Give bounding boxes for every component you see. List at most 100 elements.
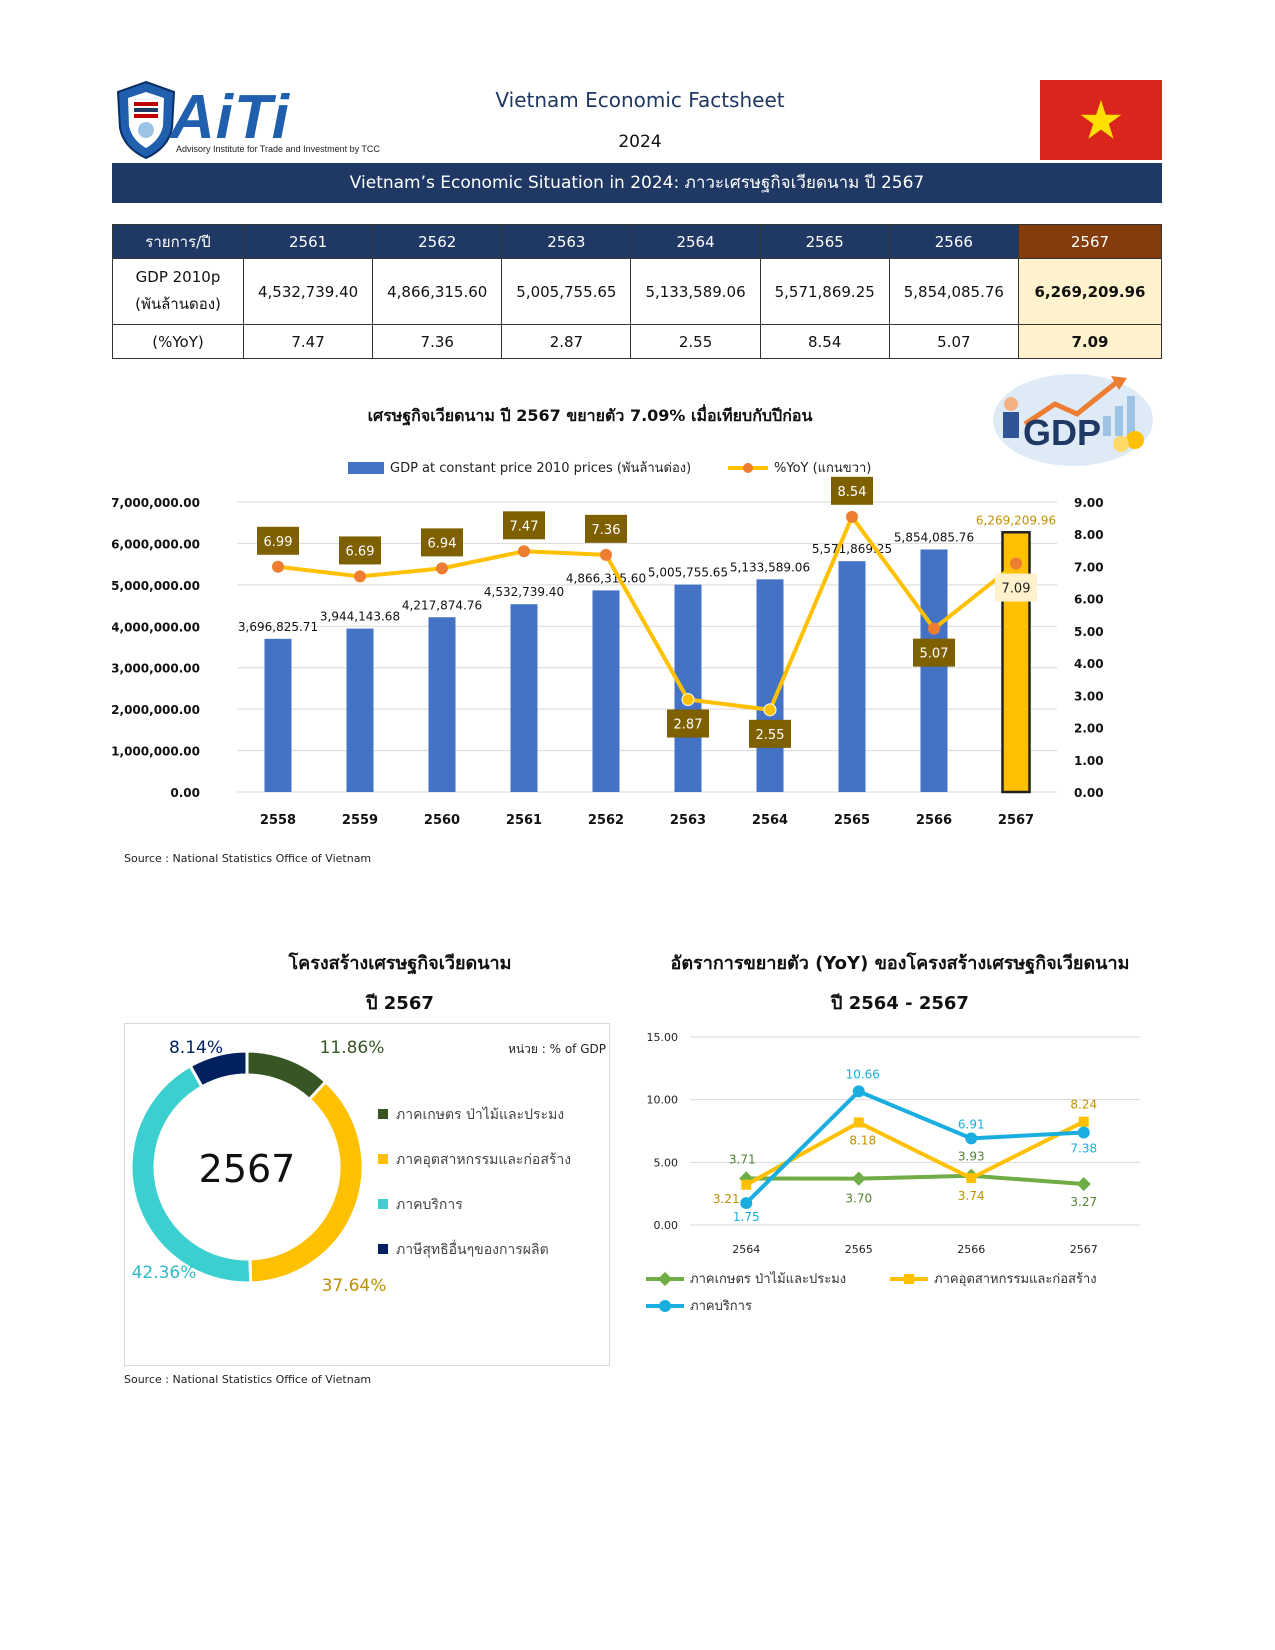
line-title-line2: ปี 2564 - 2567	[831, 993, 969, 1014]
yoy-point	[928, 622, 940, 635]
y-right-tick-label: 4.00	[1074, 657, 1104, 671]
aiti-logo	[112, 78, 372, 160]
table-row-gdp: GDP 2010p (พันล้านดอง) 4,532,739.40 4,86…	[112, 258, 1163, 325]
legend-label-gdp: GDP at constant price 2010 prices (พันล้…	[390, 461, 691, 476]
y-left-tick-label: 3,000,000.00	[112, 662, 200, 676]
gdp-combo-chart: GDP at constant price 2010 prices (พันล้…	[112, 461, 1104, 828]
table-corner-cell: รายการ/ปี	[112, 224, 244, 259]
bar-value-label: 4,217,874.76	[402, 598, 482, 612]
legend-label: ภาคอุตสาหกรรมและก่อสร้าง	[396, 1152, 571, 1168]
y-right-tick-label: 0.00	[1074, 786, 1104, 800]
y-left-tick-label: 6,000,000.00	[112, 537, 200, 551]
yoy-value-label: 7.09	[1002, 582, 1031, 597]
series-value-label: 3.21	[713, 1192, 740, 1206]
document-title: Vietnam Economic Factsheet	[495, 88, 785, 112]
slice-value-label: 37.64%	[322, 1276, 387, 1296]
year-header-cell: 2563	[501, 224, 632, 259]
series-point	[740, 1197, 753, 1210]
series-value-label: 8.24	[1070, 1098, 1097, 1112]
year-header-cell: 2561	[242, 224, 374, 259]
yoy-point	[763, 703, 777, 717]
bar-value-label: 3,944,143.68	[320, 610, 400, 624]
sector-growth-line-chart: 0.00 5.00 10.00 15.00 2564 2565 2566 2567 3.71 3.…	[646, 1031, 1140, 1314]
yoy-point	[518, 545, 530, 558]
yoy-value-label: 8.54	[838, 485, 867, 500]
source-note: Source : National Statistics Office of V…	[124, 1373, 372, 1386]
gdp-cell: 5,854,085.76	[888, 258, 1019, 325]
y-left-tick-label: 2,000,000.00	[112, 703, 200, 717]
main-chart-title: เศรษฐกิจเวียดนาม ปี 2567 ขยายตัว 7.09% เ…	[367, 406, 813, 425]
legend-label: ภาคอุตสาหกรรมและก่อสร้าง	[934, 1272, 1097, 1287]
yoy-cell: 7.36	[372, 324, 503, 359]
yoy-line	[277, 514, 1018, 712]
series-value-label: 3.71	[729, 1153, 756, 1167]
series-point	[1077, 1126, 1090, 1139]
yoy-label-box	[913, 638, 955, 667]
line-title-line1: อัตราการขยายตัว (YoY) ของโครงสร้างเศรษฐก…	[670, 953, 1130, 974]
yoy-label-box	[585, 514, 627, 543]
y-right-tick-label: 2.00	[1074, 722, 1104, 736]
logo-tagline: Advisory Institute for Trade and Investm…	[176, 144, 380, 154]
legend-label: ภาคเกษตร ป่าไม้และประมง	[396, 1106, 564, 1123]
bar-gdp	[510, 604, 538, 792]
series-point	[965, 1132, 978, 1145]
gdp-growth-illustration: GDP	[985, 368, 1160, 468]
series-point	[851, 1171, 866, 1186]
gdp-cell: 4,532,739.40	[242, 258, 374, 325]
y-tick-label: 5.00	[654, 1156, 679, 1169]
y-right-tick-label: 8.00	[1074, 528, 1104, 542]
gdp-cell: 5,571,869.25	[759, 258, 890, 325]
yoy-point	[1010, 557, 1022, 570]
yoy-cell: 2.55	[630, 324, 761, 359]
y-left-tick-label: 4,000,000.00	[112, 620, 200, 634]
x-tick-label: 2559	[342, 813, 378, 828]
x-tick-label: 2561	[506, 813, 542, 828]
gdp-growth-icon	[993, 374, 1153, 466]
y-left-tick-label: 0.00	[170, 786, 200, 800]
series-line	[745, 1119, 1085, 1187]
gridlines	[237, 501, 1057, 793]
donut-center-label: 2567	[199, 1147, 296, 1191]
legend-swatch	[378, 1199, 388, 1209]
donut-slice	[245, 1049, 328, 1102]
yoy-value-label: 6.99	[264, 535, 293, 550]
yoy-label-box	[749, 719, 791, 748]
yoy-label-box	[995, 573, 1037, 602]
yoy-point	[846, 510, 858, 523]
legend-marker	[657, 1271, 673, 1287]
legend-marker-yoy	[743, 463, 753, 473]
y-right-tick-label: 1.00	[1074, 754, 1104, 768]
donut-slice	[188, 1049, 249, 1089]
y-right-tick-label: 7.00	[1074, 560, 1104, 574]
pie-chart-title: โครงสร้างเศรษฐกิจเวียดนาม ปี 2567	[200, 944, 600, 1024]
yoy-value-label: 2.87	[674, 718, 703, 733]
pie-title-line2: ปี 2567	[366, 993, 434, 1014]
legend-label: ภาคเกษตร ป่าไม้และประมง	[690, 1271, 846, 1287]
gdp-cell: 5,005,755.65	[501, 258, 632, 325]
series-line	[746, 1173, 1084, 1187]
y-right-tick-label: 9.00	[1074, 496, 1104, 510]
row-label-gdp-line2: (พันล้านดอง)	[135, 294, 221, 313]
yoy-cell: 7.47	[242, 324, 374, 359]
series-point	[1078, 1116, 1089, 1127]
table-row-yoy: (%YoY) 7.47 7.36 2.87 2.55 8.54 5.07 7.0…	[112, 324, 1163, 359]
yoy-value-label: 5.07	[920, 647, 949, 662]
section-banner: Vietnam’s Economic Situation in 2024: ภา…	[112, 163, 1162, 203]
yoy-point	[681, 693, 695, 707]
series-value-label: 6.91	[958, 1117, 985, 1131]
y-right-tick-label: 6.00	[1074, 593, 1104, 607]
bar-value-label: 4,866,315.60	[566, 571, 646, 585]
x-tick-label: 2564	[732, 1243, 760, 1256]
yoy-value-label: 6.69	[346, 544, 375, 559]
yoy-cell: 2.87	[501, 324, 632, 359]
x-tick-label: 2566	[957, 1243, 985, 1256]
y-tick-label: 0.00	[654, 1219, 679, 1232]
table-header-row: รายการ/ปี 2561 2562 2563 2564 2565 2566 …	[112, 224, 1163, 259]
slice-value-label: 42.36%	[132, 1263, 197, 1283]
gdp-cell: 5,133,589.06	[630, 258, 761, 325]
series-value-label: 7.38	[1070, 1142, 1097, 1156]
x-tick-label: 2562	[588, 813, 624, 828]
chart-legend: GDP at constant price 2010 prices (พันล้…	[348, 461, 871, 476]
bar-gdp	[674, 584, 702, 792]
yoy-cell: 8.54	[759, 324, 890, 359]
